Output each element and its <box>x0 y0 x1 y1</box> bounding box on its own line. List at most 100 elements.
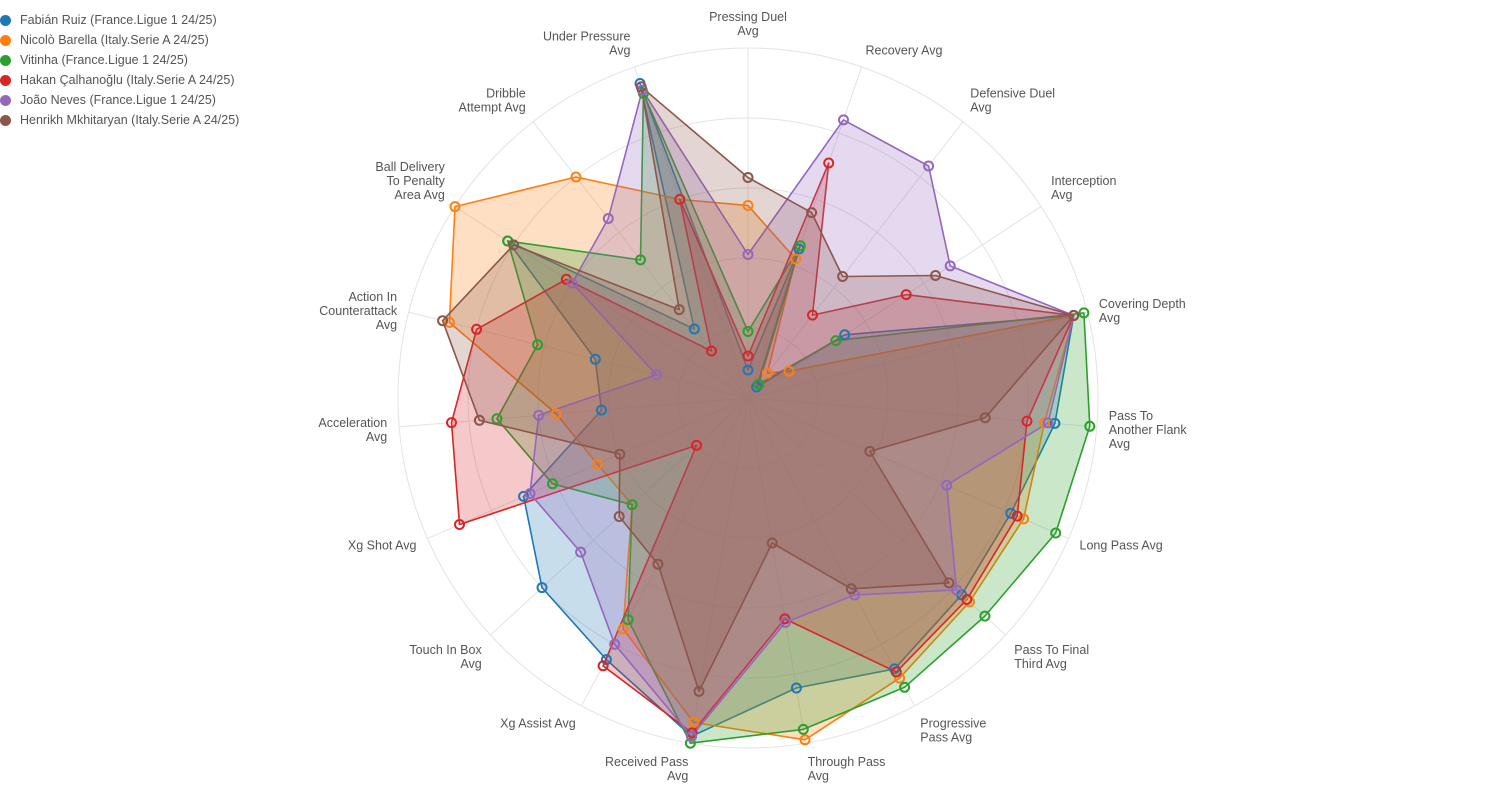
series-point[interactable] <box>1049 417 1061 429</box>
series-point[interactable] <box>890 666 902 678</box>
legend-item[interactable]: Henrikh Mkhitaryan (Italy.Serie A 24/25) <box>0 110 239 130</box>
series-point[interactable] <box>524 488 536 500</box>
series-point[interactable] <box>533 409 545 421</box>
series-point[interactable] <box>951 584 963 596</box>
legend-item[interactable]: Hakan Çalhanoğlu (Italy.Serie A 24/25) <box>0 70 239 90</box>
series-point[interactable] <box>979 412 991 424</box>
series-point[interactable] <box>742 326 754 337</box>
series-point[interactable] <box>807 309 818 321</box>
series-point[interactable] <box>688 323 700 335</box>
series-point[interactable] <box>617 623 629 635</box>
series-point[interactable] <box>650 369 662 381</box>
series-point[interactable] <box>864 445 876 457</box>
series-point[interactable] <box>751 381 763 393</box>
series-point[interactable] <box>518 490 530 502</box>
series-point[interactable] <box>613 511 625 522</box>
series-point[interactable] <box>609 638 621 650</box>
legend-item[interactable]: João Neves (France.Ligue 1 24/25) <box>0 90 239 110</box>
series-point[interactable] <box>673 304 685 316</box>
series-point[interactable] <box>437 315 449 327</box>
series-point[interactable] <box>596 404 607 416</box>
series-point[interactable] <box>575 546 587 558</box>
series-point[interactable] <box>1021 415 1033 427</box>
series-point[interactable] <box>508 239 520 251</box>
series-point[interactable] <box>622 614 634 626</box>
series-point[interactable] <box>790 253 802 265</box>
axis-label: Ball Delivery To Penalty Area Avg <box>375 160 445 202</box>
series-point[interactable] <box>652 558 664 570</box>
series-point[interactable] <box>794 240 806 252</box>
series-point[interactable] <box>823 157 835 169</box>
series-point[interactable] <box>766 537 778 549</box>
series-point[interactable] <box>570 171 582 183</box>
series-point[interactable] <box>473 414 485 426</box>
series-point[interactable] <box>944 260 956 272</box>
series-point[interactable] <box>1078 307 1090 319</box>
series-point[interactable] <box>742 364 754 376</box>
series-point[interactable] <box>635 254 646 266</box>
series-point[interactable] <box>706 345 717 357</box>
series-point[interactable] <box>635 81 647 93</box>
series-point[interactable] <box>597 660 609 672</box>
series-point[interactable] <box>1018 513 1030 525</box>
series-point[interactable] <box>471 323 483 335</box>
series-point[interactable] <box>799 734 811 746</box>
series-point[interactable] <box>693 685 705 697</box>
series-point[interactable] <box>761 367 773 379</box>
series-point[interactable] <box>790 682 802 694</box>
axis-labels: Pressing Duel Avg Recovery Avg Defensive Du… <box>318 10 1187 783</box>
series-point[interactable] <box>753 378 765 390</box>
series-point[interactable] <box>550 408 562 420</box>
series-point[interactable] <box>589 353 601 365</box>
series-point[interactable] <box>1005 507 1017 519</box>
series-point[interactable] <box>964 596 975 608</box>
series-point[interactable] <box>830 335 842 347</box>
series-point[interactable] <box>899 681 911 693</box>
series-point[interactable] <box>532 339 544 351</box>
series-point[interactable] <box>900 289 912 301</box>
series-point[interactable] <box>691 439 702 451</box>
series-point[interactable] <box>838 114 849 126</box>
legend-item[interactable]: Vitinha (France.Ligue 1 24/25) <box>0 50 239 70</box>
series-point[interactable] <box>837 271 849 282</box>
series-point[interactable] <box>566 277 578 289</box>
series-point[interactable] <box>626 499 638 511</box>
series-point[interactable] <box>742 350 754 362</box>
series-point[interactable] <box>979 610 991 622</box>
series-point[interactable] <box>1050 527 1062 539</box>
series-point[interactable] <box>845 583 857 595</box>
series-point[interactable] <box>1042 417 1054 429</box>
series-point[interactable] <box>941 479 953 491</box>
series-point[interactable] <box>688 717 700 728</box>
series-point[interactable] <box>684 737 696 749</box>
series-point[interactable] <box>797 723 809 735</box>
series-point[interactable] <box>614 448 626 460</box>
series-point[interactable] <box>742 172 754 183</box>
series-point[interactable] <box>742 200 754 211</box>
series-point[interactable] <box>536 582 548 594</box>
series-point[interactable] <box>449 201 461 213</box>
series-point[interactable] <box>961 594 973 605</box>
series-point[interactable] <box>1084 420 1096 432</box>
series-point[interactable] <box>686 730 697 742</box>
series-point[interactable] <box>806 207 818 219</box>
series-point[interactable] <box>602 213 614 224</box>
series-point[interactable] <box>923 160 935 172</box>
series-point[interactable] <box>1011 510 1023 522</box>
legend-item[interactable]: Nicolò Barella (Italy.Serie A 24/25) <box>0 30 239 50</box>
series-point[interactable] <box>491 413 503 425</box>
series-point[interactable] <box>839 329 851 341</box>
series-point[interactable] <box>742 249 754 260</box>
series-point[interactable] <box>443 316 455 328</box>
series-point[interactable] <box>591 458 603 470</box>
series-point[interactable] <box>454 519 465 530</box>
series-point[interactable] <box>930 270 941 281</box>
series-point[interactable] <box>779 616 791 628</box>
series-point[interactable] <box>1068 310 1080 321</box>
series-point[interactable] <box>783 365 795 377</box>
series-point[interactable] <box>547 478 558 490</box>
series-point[interactable] <box>446 417 457 429</box>
series-point[interactable] <box>943 577 955 589</box>
legend-item[interactable]: Fabián Ruiz (France.Ligue 1 24/25) <box>0 10 239 30</box>
series-point[interactable] <box>674 193 686 205</box>
